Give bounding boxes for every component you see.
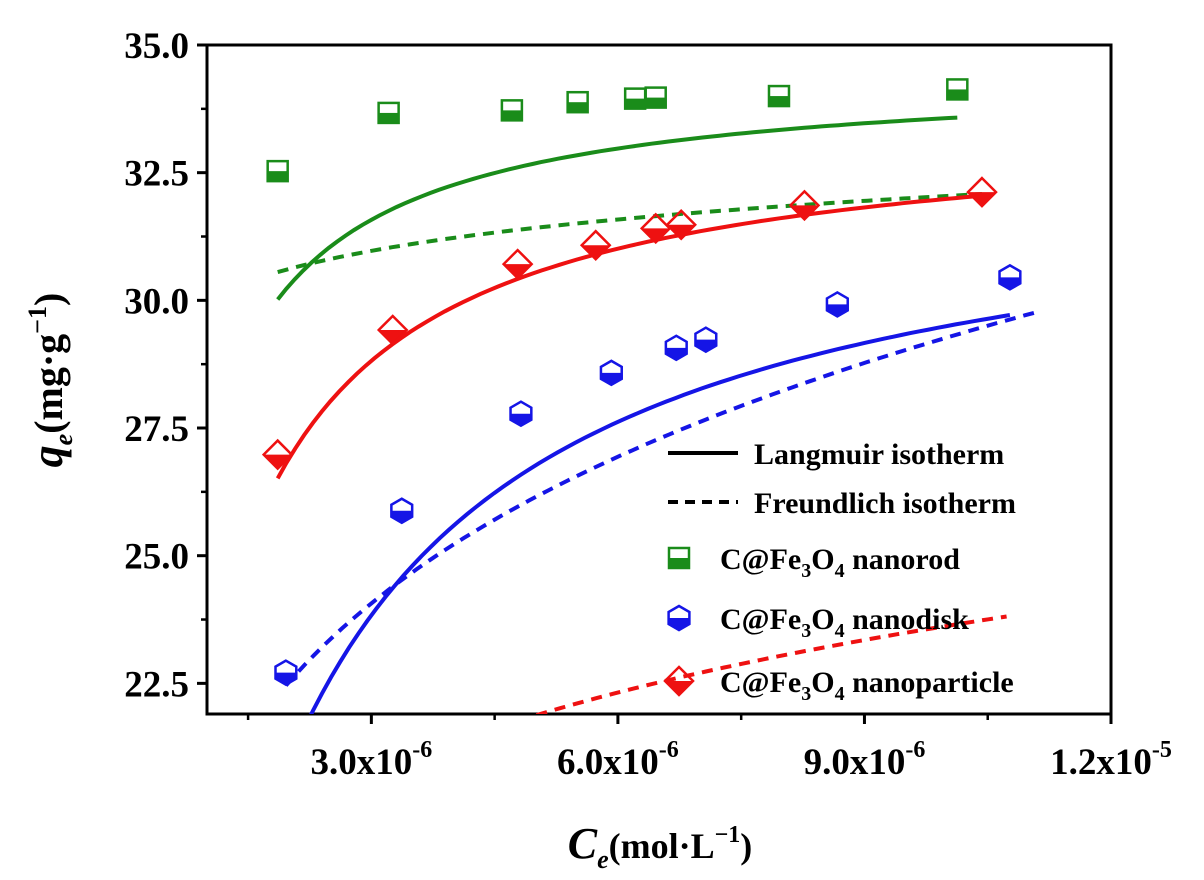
data-point [266, 159, 289, 183]
x-tick-mantissa: 1.2x10 [1050, 742, 1152, 783]
data-point [639, 212, 672, 245]
x-tick-label: 3.0x10-6 [310, 737, 432, 783]
x-tick-label: 1.2x10-5 [1050, 737, 1172, 783]
data-point [579, 229, 612, 261]
data-point [664, 334, 688, 362]
x-tick-mantissa: 9.0x10 [804, 742, 906, 783]
langmuir-fit-line [276, 115, 958, 301]
freundlich-fit-line [533, 614, 1007, 714]
freundlich-fit-line [277, 192, 983, 275]
langmuir-fit-line [309, 313, 1011, 714]
legend: Langmuir isotherm Freundlich isotherm C@… [663, 438, 1016, 705]
y-axis-title: qe(mg·g−1) [23, 293, 78, 468]
legend-marker-diamond [663, 665, 695, 697]
x-axis-ticks: 3.0x10-6 6.0x10-6 9.0x10-6 1.2x10-5 [246, 714, 1172, 783]
data-point [501, 248, 534, 280]
plot-frame [205, 43, 1113, 716]
data-point [377, 101, 400, 125]
x-tick-exponent: -6 [905, 737, 925, 763]
y-tick-label: 32.5 [124, 154, 189, 195]
y-axis-ticks: 22.5 25.0 27.5 30.0 32.5 35.0 [124, 26, 207, 705]
data-point [599, 359, 623, 387]
x-tick-mantissa: 6.0x10 [557, 742, 659, 783]
data-point [376, 314, 409, 346]
data-point [825, 290, 849, 318]
data-point [623, 87, 647, 110]
data-point [767, 84, 791, 108]
x-tick-mantissa: 3.0x10 [310, 742, 412, 783]
langmuir-fit-line [275, 193, 983, 480]
fit-curves [275, 115, 1036, 714]
y-tick-label: 30.0 [124, 281, 189, 322]
y-tick-label: 25.0 [124, 537, 189, 578]
y-tick-label: 35.0 [124, 26, 189, 67]
data-point [261, 438, 294, 471]
data-point [500, 99, 524, 122]
x-tick-label: 6.0x10-6 [557, 737, 679, 783]
data-point [998, 263, 1022, 291]
x-axis-title: Ce(mol·L−1) [568, 819, 753, 874]
data-point [390, 497, 414, 525]
legend-marker-square [667, 546, 691, 570]
legend-label-nanoparticle: C@Fe3O4 nanoparticle [720, 666, 1014, 705]
y-tick-label: 27.5 [124, 409, 189, 450]
data-point [966, 176, 998, 208]
data-point [566, 90, 589, 114]
data-point [644, 86, 667, 109]
legend-label-nanorod: C@Fe3O4 nanorod [720, 543, 960, 582]
legend-label-nanodisk: C@Fe3O4 nanodisk [720, 603, 969, 642]
data-point [694, 326, 718, 354]
data-point [665, 208, 697, 241]
x-tick-exponent: -5 [1152, 737, 1172, 763]
data-markers [261, 78, 1022, 687]
legend-markers [663, 546, 695, 697]
x-tick-exponent: -6 [412, 737, 432, 763]
legend-label-langmuir: Langmuir isotherm [754, 438, 1004, 471]
legend-marker-hexagon [667, 604, 691, 632]
y-tick-label: 22.5 [124, 664, 189, 705]
data-point [274, 659, 298, 687]
x-tick-label: 9.0x10-6 [804, 737, 926, 783]
data-point [509, 400, 533, 428]
data-point [788, 189, 821, 222]
x-tick-exponent: -6 [659, 737, 679, 763]
data-point [946, 78, 969, 101]
legend-label-freundlich: Freundlich isotherm [754, 487, 1016, 520]
